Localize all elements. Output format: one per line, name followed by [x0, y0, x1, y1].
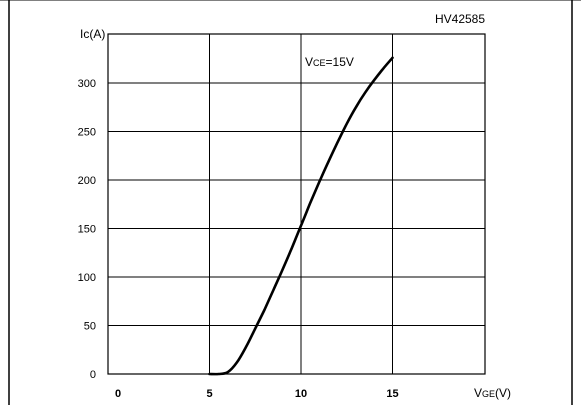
- x-axis-label-main: V: [474, 386, 482, 400]
- x-tick-label: 15: [386, 388, 398, 400]
- x-tick-label: 10: [295, 388, 307, 400]
- y-tick-label: 150: [78, 224, 96, 236]
- y-tick-label: 100: [78, 272, 96, 284]
- y-axis-ticks: 0 50 100 150 200 250 300: [78, 78, 96, 381]
- plot-frame: [107, 33, 486, 375]
- x-axis-ticks: 0 5 10 15: [115, 388, 399, 400]
- y-tick-label: 200: [78, 175, 96, 187]
- y-axis-label-rest: (A): [89, 27, 105, 41]
- vce-annotation: VCE=15V: [305, 55, 354, 69]
- y-tick-label: 300: [78, 78, 96, 90]
- y-tick-label: 50: [84, 321, 96, 333]
- y-axis-label: Ic(A): [80, 27, 105, 41]
- x-axis-label-sub: GE: [482, 389, 495, 399]
- series-line: [208, 56, 394, 376]
- x-axis-label: VGE(V): [474, 386, 511, 400]
- plot-area: 0 50 100 150 200 250 300 0 5 10 15: [78, 33, 486, 400]
- x-axis-label-rest: (V): [495, 386, 511, 400]
- y-axis-label-main: Ic: [80, 27, 89, 41]
- x-tick-label: 0: [115, 388, 121, 400]
- y-tick-label: 250: [78, 127, 96, 139]
- series-group: [208, 56, 394, 376]
- vce-annotation-rest: =15V: [326, 55, 354, 69]
- vce-annotation-sub: CE: [313, 58, 326, 68]
- y-tick-label: 0: [90, 369, 96, 381]
- x-tick-label: 5: [206, 388, 212, 400]
- vce-annotation-main: V: [305, 55, 313, 69]
- grid-lines: [108, 34, 485, 374]
- chart-title: HV42585: [435, 12, 485, 26]
